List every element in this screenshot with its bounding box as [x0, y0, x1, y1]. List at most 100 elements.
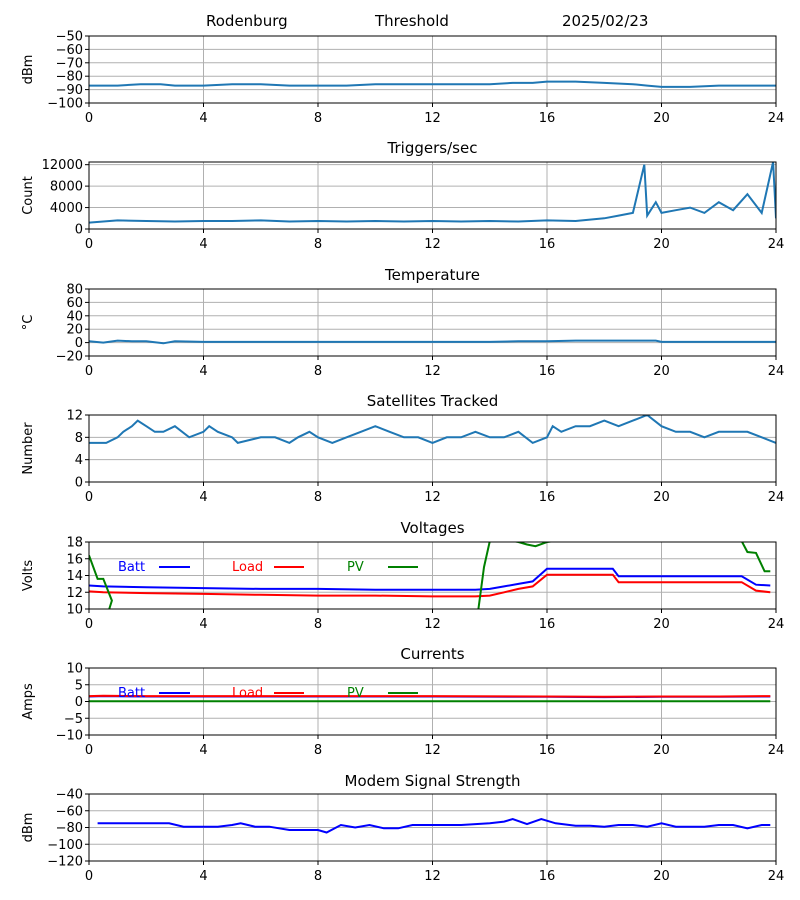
- x-tick-label: 4: [199, 869, 207, 884]
- x-tick-label: 24: [768, 869, 785, 884]
- x-tick-label: 20: [653, 869, 670, 884]
- x-tick-label: 16: [539, 869, 556, 884]
- chart-title: Satellites Tracked: [367, 392, 498, 410]
- x-tick-label: 20: [653, 743, 670, 758]
- x-tick-label: 20: [653, 237, 670, 252]
- x-tick-label: 4: [199, 111, 207, 126]
- x-tick-label: 0: [85, 237, 93, 252]
- x-tick-label: 8: [314, 617, 322, 632]
- y-tick-label: 10: [66, 603, 83, 618]
- series-line: [89, 162, 776, 224]
- x-tick-label: 0: [85, 617, 93, 632]
- x-tick-label: 24: [768, 490, 785, 505]
- x-tick-label: 12: [424, 743, 441, 758]
- mode-label: Threshold: [375, 12, 449, 30]
- x-tick-label: 0: [85, 869, 93, 884]
- x-tick-label: 16: [539, 111, 556, 126]
- x-tick-label: 24: [768, 237, 785, 252]
- x-tick-label: 12: [424, 364, 441, 379]
- series-line: [89, 80, 776, 88]
- y-axis-label: Count: [21, 176, 36, 215]
- y-tick-label: −40: [56, 788, 83, 803]
- x-tick-label: 12: [424, 490, 441, 505]
- legend-label-pv: PV: [347, 560, 364, 575]
- chart-panel-2: 0 4 8 12 16 20 24 0 4000 8000 12000 Triggers/sec Cou…: [21, 139, 784, 252]
- y-tick-label: −90: [56, 83, 83, 98]
- y-tick-label: 12000: [42, 158, 83, 173]
- x-tick-label: 4: [199, 364, 207, 379]
- x-tick-label: 12: [424, 869, 441, 884]
- y-axis-label: Number: [21, 422, 36, 475]
- x-tick-label: 8: [314, 743, 322, 758]
- x-tick-label: 16: [539, 743, 556, 758]
- x-tick-label: 12: [424, 617, 441, 632]
- y-tick-label: 0: [75, 476, 83, 491]
- x-tick-label: 0: [85, 490, 93, 505]
- x-tick-label: 16: [539, 364, 556, 379]
- y-tick-label: −50: [56, 30, 83, 45]
- x-tick-label: 24: [768, 743, 785, 758]
- y-tick-label: −60: [56, 43, 83, 58]
- chart-title: Currents: [400, 645, 464, 663]
- y-tick-label: 5: [75, 678, 83, 693]
- x-tick-label: 0: [85, 743, 93, 758]
- x-tick-label: 12: [424, 111, 441, 126]
- series-line-pv: [89, 542, 771, 609]
- y-tick-label: 20: [66, 323, 83, 338]
- x-tick-label: 24: [768, 111, 785, 126]
- x-tick-label: 20: [653, 617, 670, 632]
- x-tick-label: 8: [314, 237, 322, 252]
- chart-panel-4: 0 4 8 12 16 20 24 0 4 8 12 Satellites Tracked Number: [21, 392, 784, 505]
- y-tick-label: 80: [66, 283, 83, 298]
- y-tick-label: 40: [66, 309, 83, 324]
- x-tick-label: 8: [314, 869, 322, 884]
- y-tick-label: 0: [75, 695, 83, 710]
- x-tick-label: 12: [424, 237, 441, 252]
- chart-panel-1: 0 4 8 12 16 20 24 −50−60−70−80−90−100 dBm: [21, 30, 784, 127]
- series-line: [89, 339, 776, 345]
- y-tick-label: −100: [47, 97, 83, 112]
- y-tick-label: 8: [75, 431, 83, 446]
- x-tick-label: 16: [539, 617, 556, 632]
- x-tick-label: 20: [653, 111, 670, 126]
- chart-panel-6: 0 4 8 12 16 20 24 −10 −5 0 510 Currents Amps Batt Load…: [21, 645, 784, 758]
- x-tick-label: 16: [539, 490, 556, 505]
- y-tick-label: 4: [75, 453, 83, 468]
- date-label: 2025/02/23: [562, 12, 649, 30]
- x-tick-label: 4: [199, 237, 207, 252]
- x-tick-label: 4: [199, 617, 207, 632]
- x-tick-label: 4: [199, 743, 207, 758]
- chart-title: Voltages: [400, 519, 464, 537]
- y-tick-label: 4000: [50, 201, 83, 216]
- series-line: [97, 818, 771, 834]
- legend-label-batt: Batt: [118, 560, 145, 575]
- series-line-batt: [89, 567, 771, 591]
- series-line-load: [89, 573, 771, 598]
- y-axis-label: Volts: [21, 560, 36, 592]
- chart-title: Temperature: [384, 266, 480, 284]
- legend-label-batt: Batt: [118, 686, 145, 701]
- y-tick-label: −80: [56, 821, 83, 836]
- y-tick-label: 14: [66, 569, 83, 584]
- x-tick-label: 0: [85, 111, 93, 126]
- series-line: [89, 415, 776, 445]
- y-tick-label: 18: [66, 536, 83, 551]
- x-tick-label: 20: [653, 364, 670, 379]
- y-tick-label: −120: [47, 855, 83, 870]
- chart-title: Triggers/sec: [387, 139, 478, 157]
- y-tick-label: 10: [66, 662, 83, 677]
- y-axis-label: Amps: [21, 683, 36, 720]
- y-tick-label: 12: [66, 586, 83, 601]
- y-tick-label: −80: [56, 70, 83, 85]
- y-tick-label: 8000: [50, 180, 83, 195]
- y-tick-label: −20: [56, 350, 83, 365]
- station-name: Rodenburg: [206, 12, 288, 30]
- chart-title: Modem Signal Strength: [345, 772, 521, 790]
- y-tick-label: −100: [47, 838, 83, 853]
- legend-label-load: Load: [232, 686, 263, 701]
- x-tick-label: 24: [768, 617, 785, 632]
- y-tick-label: 0: [75, 223, 83, 238]
- y-tick-label: −70: [56, 56, 83, 71]
